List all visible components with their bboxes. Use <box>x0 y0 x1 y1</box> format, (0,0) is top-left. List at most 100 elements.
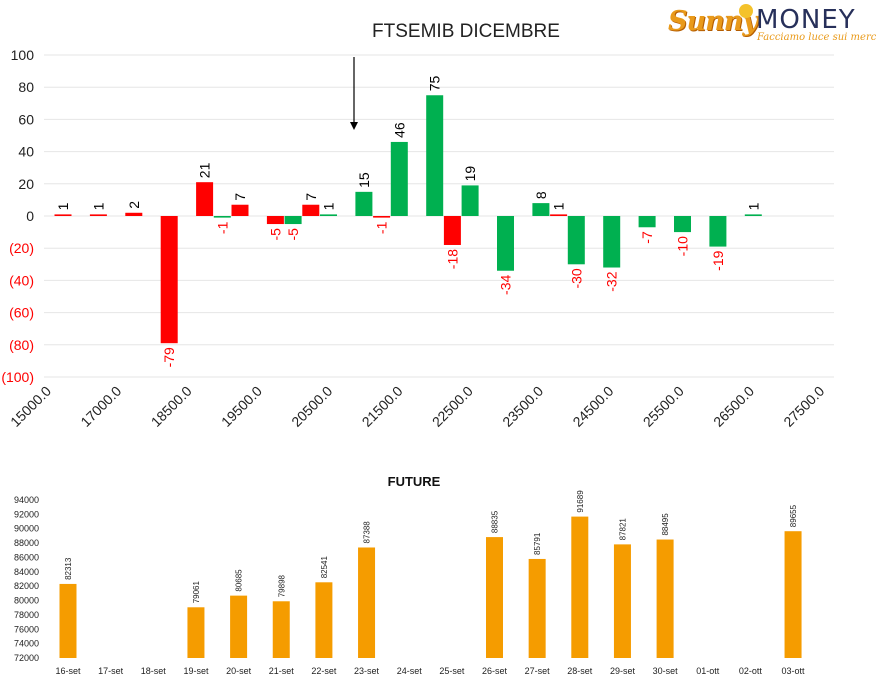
future-y-tick-label: 76000 <box>14 624 39 634</box>
future-y-tick-label: 72000 <box>14 653 39 663</box>
bar <box>89 214 107 216</box>
bar <box>461 185 479 216</box>
x-tick-label: 17000.0 <box>77 383 124 430</box>
bar <box>302 204 320 216</box>
future-bar <box>656 539 674 658</box>
future-bar-value-label: 82313 <box>64 557 73 580</box>
bar-value-label: 1 <box>90 202 106 210</box>
future-x-tick-label: 20-set <box>226 666 252 676</box>
future-bar-value-label: 79061 <box>192 580 201 603</box>
future-x-tick-label: 29-set <box>610 666 636 676</box>
future-x-tick-label: 01-ott <box>696 666 720 676</box>
future-y-tick-label: 90000 <box>14 524 39 534</box>
bar <box>160 216 178 344</box>
future-x-tick-label: 22-set <box>311 666 337 676</box>
future-x-tick-label: 28-set <box>567 666 593 676</box>
bar-value-label: -1 <box>214 221 230 234</box>
bar <box>213 216 231 218</box>
bar <box>443 216 461 245</box>
future-bar-value-label: 85791 <box>533 532 542 555</box>
ftsemib-dicembre-chart: FTSEMIB DICEMBRE 100 80 60 40 20 0 (20) (40) (60… <box>1 21 834 430</box>
x-axis-ticks: 15000.0 17000.0 18500.0 19500.0 20500.0 21500… <box>7 383 828 430</box>
y-tick-label: 0 <box>26 208 34 224</box>
bar <box>125 212 143 216</box>
future-bar-value-label: 87388 <box>363 521 372 544</box>
future-x-tick-label: 03-ott <box>782 666 806 676</box>
logo-tagline: Facciamo luce sui mercati <box>757 32 876 43</box>
bar <box>567 216 585 265</box>
future-y-tick-label: 88000 <box>14 538 39 548</box>
sun-icon <box>739 4 753 18</box>
future-x-tick-label: 02-ott <box>739 666 763 676</box>
future-x-tick-label: 26-set <box>482 666 508 676</box>
future-x-tick-label: 23-set <box>354 666 380 676</box>
future-bar <box>613 544 631 658</box>
bar <box>744 214 762 216</box>
y-tick-label: 60 <box>18 111 34 127</box>
bar <box>709 216 727 247</box>
y-tick-label: (100) <box>1 369 34 385</box>
future-bar <box>59 583 77 658</box>
future-y-tick-label: 92000 <box>14 509 39 519</box>
bar-value-label: 1 <box>321 202 337 210</box>
future-bar-value-label: 80685 <box>235 569 244 592</box>
future-y-tick-label: 78000 <box>14 610 39 620</box>
future-bar-value-label: 89655 <box>789 504 798 527</box>
bar <box>603 216 621 268</box>
future-y-tick-label: 74000 <box>14 639 39 649</box>
future-x-axis-ticks: 16-set 17-set 18-set 19-set 20-set 21-set 22-s… <box>55 666 805 676</box>
x-tick-label: 24500.0 <box>569 383 616 430</box>
future-x-tick-label: 18-set <box>141 666 167 676</box>
future-chart: FUTURE 94000 92000 90000 88000 86000 84000 820… <box>14 474 805 676</box>
bar-value-label: 15 <box>356 172 372 188</box>
x-tick-label: 23500.0 <box>499 383 546 430</box>
x-tick-label: 20500.0 <box>288 383 335 430</box>
bar-value-label: -18 <box>444 249 460 269</box>
future-y-tick-label: 94000 <box>14 495 39 505</box>
x-tick-label: 25500.0 <box>640 383 687 430</box>
future-x-tick-label: 24-set <box>397 666 423 676</box>
future-bar <box>315 582 333 658</box>
y-tick-label: 80 <box>18 79 34 95</box>
y-axis-ticks: 100 80 60 40 20 0 (20) (40) (60) (80) (100) <box>1 47 34 385</box>
bar-value-label: 21 <box>197 162 213 178</box>
future-x-tick-label: 27-set <box>525 666 551 676</box>
x-tick-label: 22500.0 <box>429 383 476 430</box>
bar-value-label: -79 <box>161 347 177 367</box>
bar <box>674 216 691 233</box>
down-arrow-annotation <box>350 57 358 130</box>
bar <box>284 216 302 225</box>
bar-value-label: 7 <box>303 193 319 201</box>
bar <box>497 216 514 271</box>
bar-value-label: 7 <box>232 193 248 201</box>
future-bar <box>784 531 802 658</box>
bar <box>196 182 214 216</box>
future-bar-value-label: 87821 <box>618 518 627 541</box>
future-bar <box>571 516 589 658</box>
y-tick-label: 20 <box>18 176 34 192</box>
bar-value-label: 1 <box>55 202 71 210</box>
future-bar-value-label: 91689 <box>576 490 585 513</box>
future-y-tick-label: 82000 <box>14 581 39 591</box>
y-tick-label: (80) <box>9 337 34 353</box>
x-tick-label: 27500.0 <box>780 383 827 430</box>
future-y-tick-label: 86000 <box>14 552 39 562</box>
bar-value-label: 8 <box>533 191 549 199</box>
future-chart-title: FUTURE <box>388 474 441 489</box>
bar-value-label: 75 <box>427 75 443 91</box>
future-y-tick-label: 80000 <box>14 596 39 606</box>
sunny-money-logo: Sunny MONEY Facciamo luce sui mercati <box>668 4 876 44</box>
future-bar <box>272 601 290 658</box>
bar-value-label: 46 <box>391 122 407 138</box>
bar <box>638 216 656 228</box>
bar-value-label: -1 <box>374 221 390 234</box>
future-bar <box>358 547 376 658</box>
bar <box>550 214 568 216</box>
bar-value-label: -5 <box>285 228 301 241</box>
future-bar <box>486 537 503 658</box>
y-tick-label: (20) <box>9 240 34 256</box>
bar <box>532 203 550 216</box>
future-bars <box>59 516 802 658</box>
bar-value-label: -32 <box>604 271 620 291</box>
future-bar-value-label: 79898 <box>277 574 286 597</box>
